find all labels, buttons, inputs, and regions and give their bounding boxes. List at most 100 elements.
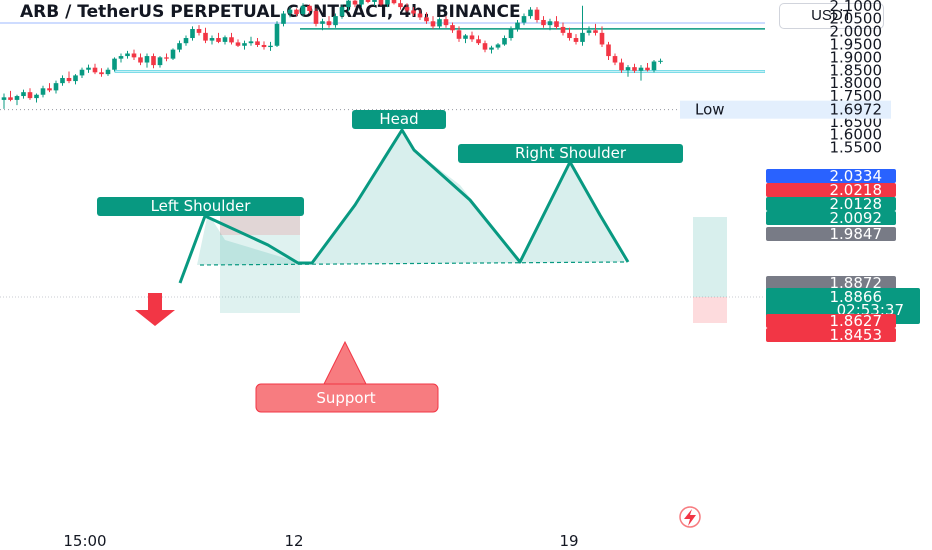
- candle-body: [476, 39, 481, 44]
- candle: [21, 89, 26, 99]
- candle-body: [203, 32, 208, 41]
- candle-body: [567, 32, 572, 39]
- candle: [593, 23, 598, 36]
- candle: [320, 18, 325, 31]
- price-box-label: 2.0092: [830, 209, 883, 227]
- candle: [268, 41, 273, 51]
- candle-body: [645, 67, 650, 71]
- candle-body: [112, 58, 117, 70]
- candle-body: [346, 0, 351, 8]
- candle-body: [326, 21, 332, 26]
- candle: [521, 13, 527, 26]
- candle-body: [534, 9, 540, 20]
- candle-body: [638, 67, 644, 71]
- position2-stop-zone: [693, 297, 727, 323]
- price-axis: 2.30002.25002.20002.15002.10002.05002.00…: [680, 0, 920, 344]
- candle: [573, 34, 579, 45]
- candle-body: [398, 3, 403, 8]
- candle-body: [183, 38, 189, 44]
- candle-body: [443, 19, 449, 26]
- candle-body: [320, 21, 325, 24]
- low-value: 1.6972: [830, 101, 883, 119]
- candle: [86, 64, 91, 73]
- candle-body: [599, 32, 605, 45]
- price-box-label: 2.0218: [830, 181, 883, 199]
- candle: [469, 31, 475, 42]
- candle-body: [274, 23, 280, 46]
- candle: [47, 83, 52, 93]
- head-label: Head: [379, 110, 418, 128]
- candle-body: [47, 88, 52, 91]
- low-label: Low: [695, 101, 725, 119]
- price-box: [766, 197, 896, 211]
- candle-body: [105, 69, 111, 75]
- candle-body: [196, 29, 202, 33]
- candle: [463, 34, 468, 44]
- candle-body: [157, 57, 163, 66]
- candle: [294, 8, 299, 17]
- candle-body: [547, 21, 553, 26]
- candle: [658, 58, 663, 64]
- candle-body: [313, 10, 319, 24]
- candle-body: [625, 67, 631, 71]
- candle-body: [294, 9, 299, 15]
- candle-body: [73, 75, 78, 82]
- candle-body: [502, 38, 507, 45]
- candle: [547, 18, 553, 31]
- candle: [554, 16, 559, 30]
- candle-body: [248, 41, 254, 44]
- left-shoulder-label: Left Shoulder: [151, 197, 252, 215]
- candle-body: [411, 10, 416, 14]
- candle-body: [560, 26, 566, 33]
- candle: [144, 53, 150, 68]
- candle-body: [86, 67, 91, 70]
- candle: [222, 35, 228, 45]
- candle: [235, 39, 241, 48]
- y-tick-label: 1.5500: [830, 139, 883, 157]
- candle: [261, 41, 267, 50]
- x-tick-label: 19: [559, 532, 578, 550]
- y-tick-label: 2.1500: [830, 0, 883, 2]
- candle: [404, 3, 410, 13]
- candle: [53, 80, 59, 94]
- candle-body: [385, 0, 390, 5]
- candle: [424, 12, 429, 24]
- candle-body: [339, 7, 345, 17]
- candle: [541, 16, 546, 28]
- candle-body: [144, 56, 150, 63]
- candle: [560, 22, 566, 36]
- candle: [495, 43, 501, 50]
- currency-button[interactable]: USDT: [779, 3, 884, 29]
- candle-body: [619, 62, 624, 71]
- candle: [229, 32, 234, 45]
- price-box: [766, 211, 896, 225]
- candle: [528, 7, 533, 19]
- candle-body: [651, 61, 657, 71]
- candle: [281, 10, 286, 27]
- candle-body: [14, 96, 20, 100]
- candle: [346, 0, 351, 11]
- candle-body: [365, 0, 371, 2]
- candle-body: [372, 0, 377, 2]
- candle-body: [424, 17, 429, 22]
- candle-body: [27, 92, 33, 99]
- candle-body: [430, 21, 436, 27]
- time-axis: 15:00 12 19: [63, 532, 578, 550]
- candle: [287, 7, 293, 18]
- candle: [567, 27, 572, 41]
- low-label-bg: [680, 100, 891, 119]
- candle-body: [229, 37, 234, 43]
- candle: [274, 21, 280, 48]
- candle-body: [261, 44, 267, 48]
- candle-body: [1, 97, 7, 100]
- candle: [599, 26, 605, 48]
- price-box-label: 2.0128: [830, 195, 883, 213]
- candle: [209, 35, 215, 45]
- candle-body: [463, 35, 468, 39]
- candle: [8, 90, 13, 102]
- head-label-box: [352, 110, 446, 129]
- support-zone: [114, 70, 765, 73]
- candle-body: [190, 29, 195, 39]
- candle: [456, 26, 462, 42]
